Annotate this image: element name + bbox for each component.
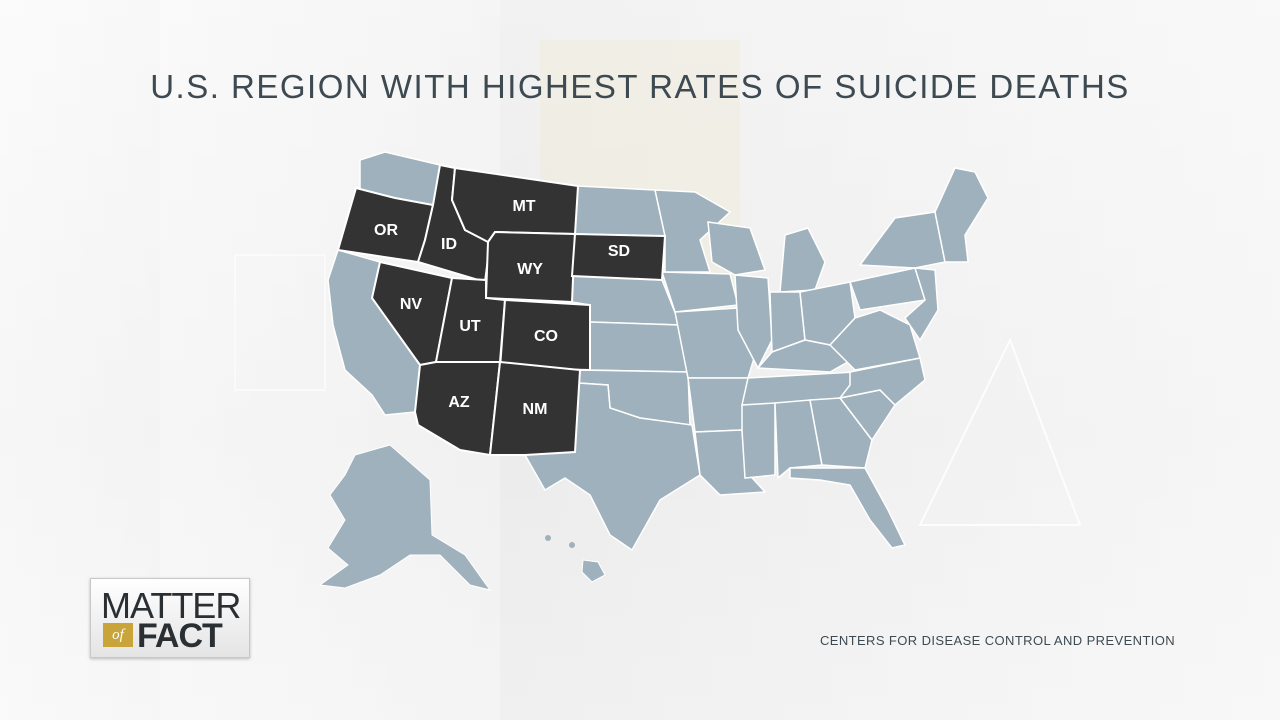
state-tx <box>523 382 701 552</box>
state-label-or: OR <box>374 222 398 239</box>
state-hi-island <box>569 542 575 548</box>
logo-text-fact: FACT <box>137 617 223 655</box>
source-credit: CENTERS FOR DISEASE CONTROL AND PREVENTI… <box>820 633 1176 648</box>
state-nm-highlighted <box>488 360 582 456</box>
state-label-nm: NM <box>523 401 548 418</box>
logo-text-of: of <box>103 623 133 647</box>
state-label-nv: NV <box>400 296 423 313</box>
state-wi <box>707 221 767 276</box>
state-label-mt: MT <box>512 198 535 215</box>
state-sd-highlighted <box>570 232 667 282</box>
state-mi <box>779 227 826 293</box>
state-ks <box>589 321 689 373</box>
highlighted-region: OR ID MT WY SD NV UT CO AZ NM <box>336 163 667 457</box>
state-label-id: ID <box>441 236 457 253</box>
state-ms <box>741 402 776 479</box>
state-hi <box>581 559 606 583</box>
state-label-wy: WY <box>517 261 543 278</box>
state-ny <box>858 211 946 269</box>
state-pa <box>849 267 926 311</box>
state-co-highlighted <box>498 298 591 372</box>
state-new-england <box>934 167 989 263</box>
state-ak <box>318 444 492 591</box>
state-al <box>774 399 823 480</box>
state-ia <box>660 271 739 313</box>
state-label-co: CO <box>534 328 558 345</box>
state-nj-md <box>904 267 939 342</box>
state-hi-island <box>545 535 551 541</box>
state-ar <box>687 377 749 433</box>
page-title: U.S. REGION WITH HIGHEST RATES OF SUICID… <box>150 68 1130 105</box>
state-nd <box>574 185 666 237</box>
state-fl <box>789 467 907 549</box>
state-il <box>734 274 773 370</box>
state-ga <box>809 397 873 469</box>
us-base-map <box>318 151 989 591</box>
state-label-ut: UT <box>459 318 481 335</box>
state-label-sd: SD <box>608 243 630 260</box>
state-mo <box>674 307 756 379</box>
matter-of-fact-logo: MATTER of FACT <box>90 578 250 658</box>
logo-text-matter: MATTER <box>101 585 241 626</box>
state-wy-highlighted <box>484 230 577 304</box>
state-label-az: AZ <box>448 394 470 411</box>
state-nc <box>838 357 926 407</box>
